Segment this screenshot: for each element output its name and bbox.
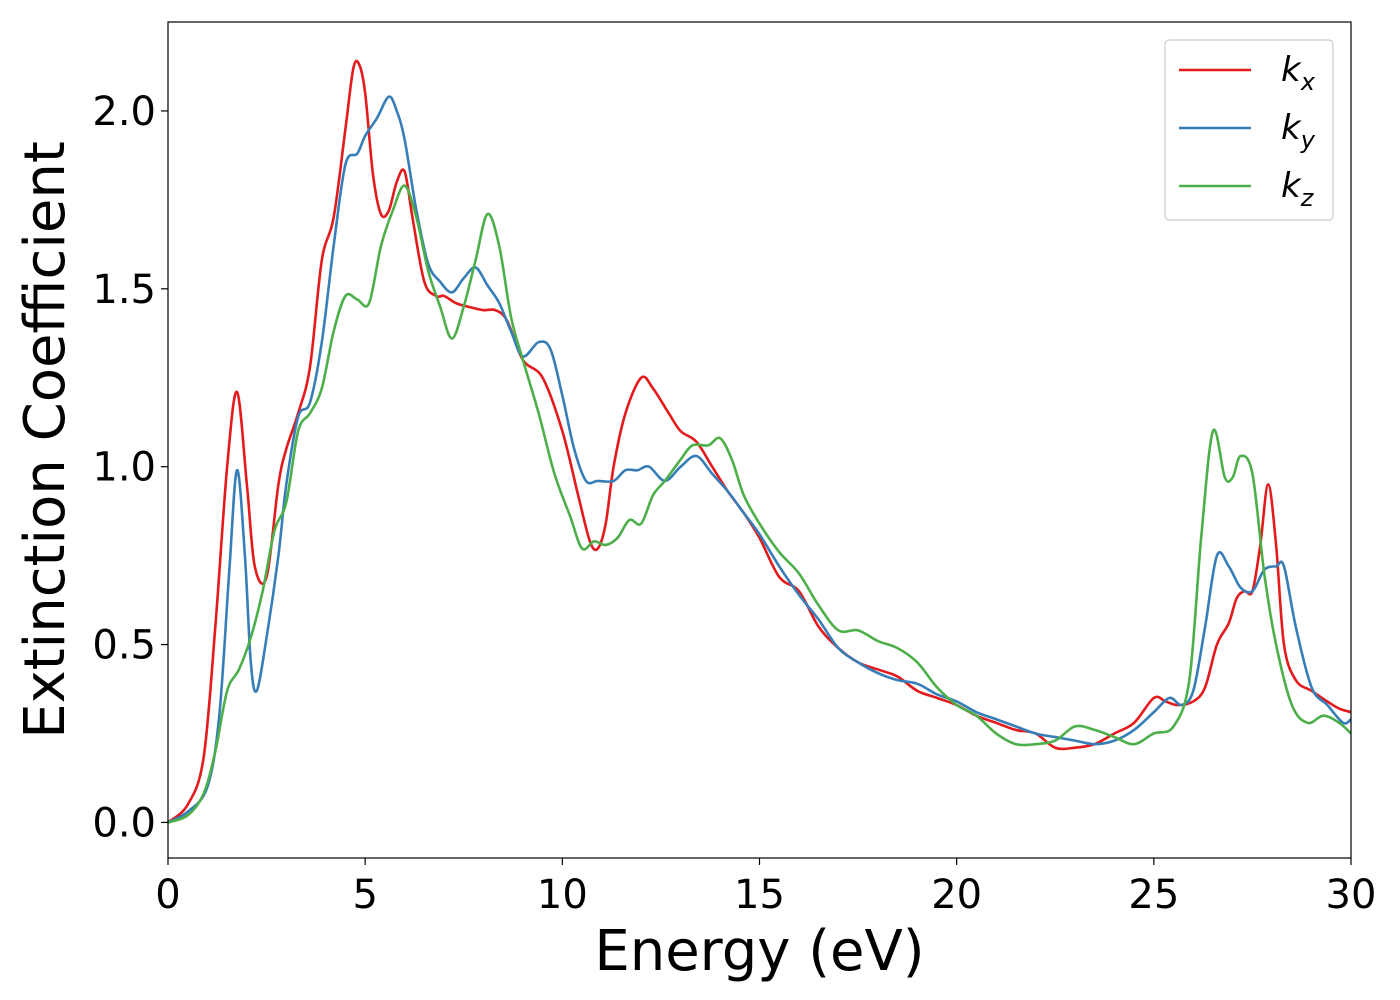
x-tick-label: 30 bbox=[1326, 872, 1377, 918]
y-tick-label: 0.5 bbox=[92, 623, 156, 669]
x-axis-ticks: 0 5 10 15 20 25 30 bbox=[155, 858, 1376, 918]
series-line-kz bbox=[167, 184, 1352, 824]
series-layer bbox=[167, 59, 1352, 824]
x-tick-label: 0 bbox=[155, 872, 180, 918]
legend-box bbox=[1164, 39, 1334, 221]
legend-label-main: k bbox=[1281, 50, 1302, 90]
x-tick-label: 5 bbox=[352, 872, 377, 918]
y-tick-label: 1.5 bbox=[92, 267, 156, 313]
x-tick-label: 15 bbox=[734, 872, 785, 918]
y-tick-label: 2.0 bbox=[92, 89, 156, 135]
x-axis-title: Energy (eV) bbox=[594, 919, 924, 984]
x-tick-label: 20 bbox=[931, 872, 982, 918]
x-tick-label: 25 bbox=[1128, 872, 1179, 918]
legend-label-ky: ky bbox=[1281, 108, 1316, 154]
legend-label-kx: kx bbox=[1281, 50, 1316, 96]
legend-label-subscript: y bbox=[1300, 126, 1316, 154]
legend-label-kz: kz bbox=[1281, 166, 1315, 212]
y-tick-label: 0.0 bbox=[92, 800, 156, 846]
y-axis-title: Extinction Coefficient bbox=[13, 141, 78, 739]
series-line-ky bbox=[167, 95, 1352, 824]
y-axis-ticks: 0.0 0.5 1.0 1.5 2.0 bbox=[92, 89, 168, 846]
legend-label-subscript: x bbox=[1300, 68, 1316, 96]
series-line-kx bbox=[167, 59, 1352, 824]
legend-label-main: k bbox=[1281, 166, 1302, 206]
legend-label-subscript: z bbox=[1300, 184, 1315, 212]
x-tick-label: 10 bbox=[537, 872, 588, 918]
y-tick-label: 1.0 bbox=[92, 445, 156, 491]
legend-label-main: k bbox=[1281, 108, 1302, 148]
